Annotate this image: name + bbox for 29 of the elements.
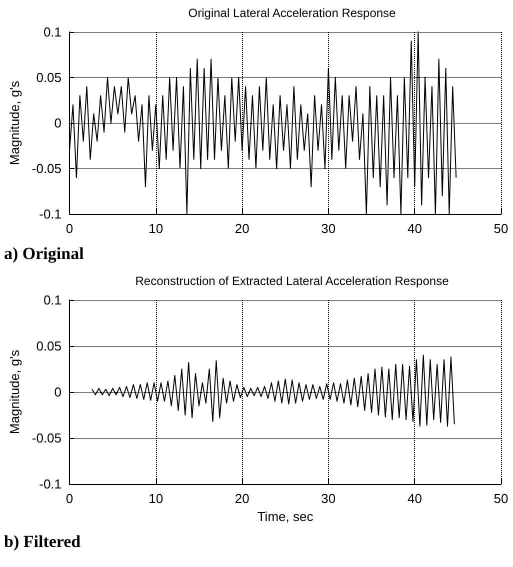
x-tick-label: 50 bbox=[494, 491, 508, 506]
y-tick-label: -0.1 bbox=[39, 206, 62, 222]
x-tick-label: 40 bbox=[407, 221, 422, 236]
x-tick-label: 40 bbox=[407, 491, 422, 506]
y-tick-label: -0.05 bbox=[32, 161, 62, 176]
x-axis-title: Time, sec bbox=[257, 508, 314, 524]
text: a) Original bbox=[4, 243, 85, 265]
x-tick-label: 10 bbox=[148, 491, 164, 506]
x-tick-label: 20 bbox=[234, 491, 250, 506]
y-tick-label: 0.1 bbox=[43, 292, 62, 308]
y-tick-label: -0.1 bbox=[39, 476, 62, 492]
x-tick-label: 50 bbox=[494, 221, 508, 236]
chart-title: Reconstruction of Extracted Lateral Acceleration Response bbox=[135, 274, 450, 288]
y-tick-label: 0.05 bbox=[36, 338, 62, 354]
y-tick-label: 0.1 bbox=[43, 24, 62, 40]
chart-title: Original Lateral Acceleration Response bbox=[188, 6, 396, 20]
y-tick-label: 0.05 bbox=[36, 70, 62, 85]
x-tick-label: 0 bbox=[66, 221, 74, 236]
x-tick-label: 20 bbox=[234, 221, 250, 236]
y-tick-label: 0 bbox=[54, 116, 62, 130]
x-tick-label: 30 bbox=[321, 221, 336, 236]
y-axis-title: Magnitude, g's bbox=[7, 349, 22, 434]
y-tick-label: -0.05 bbox=[32, 430, 62, 446]
x-tick-label: 10 bbox=[148, 221, 164, 236]
x-tick-label: 0 bbox=[66, 491, 74, 506]
y-axis-title: Magnitude, g's bbox=[7, 80, 22, 166]
y-tick-label: 0 bbox=[54, 384, 62, 400]
text: b) Filtered bbox=[4, 531, 82, 553]
x-tick-label: 30 bbox=[321, 491, 336, 506]
